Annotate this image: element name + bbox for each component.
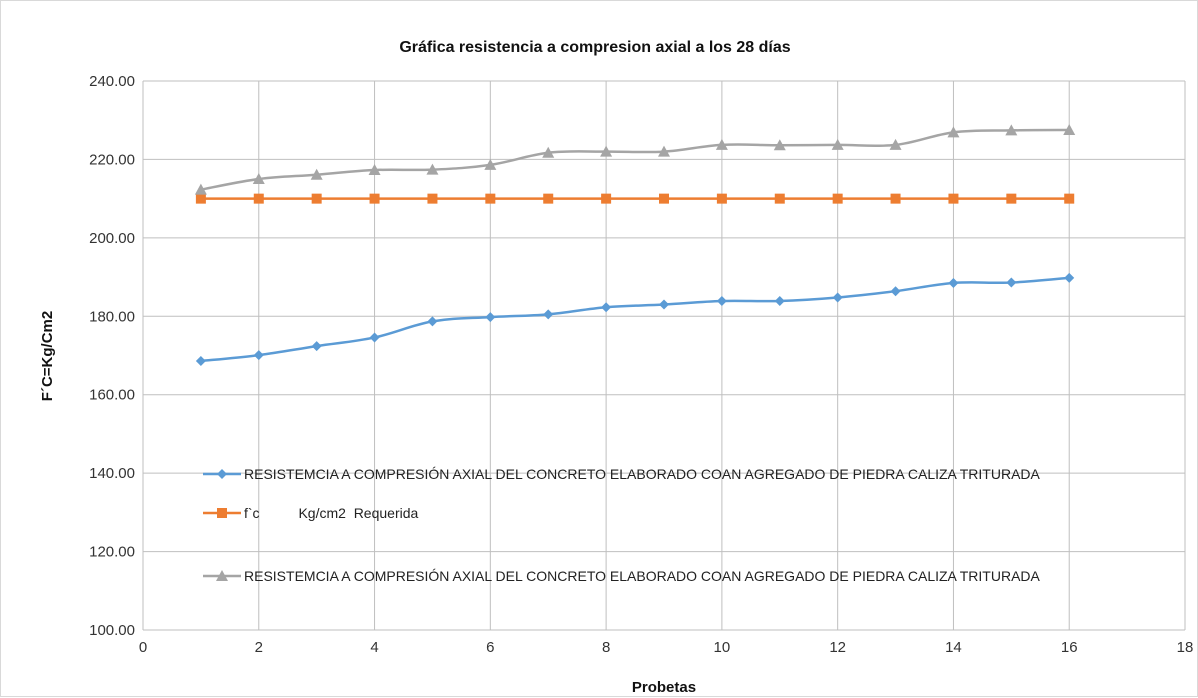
series-2-point — [1064, 193, 1075, 204]
x-tick-label: 6 — [486, 639, 494, 656]
series-1-point — [1006, 277, 1017, 288]
series-3-point — [889, 138, 902, 150]
series-2-point — [601, 193, 612, 204]
series-1 — [195, 272, 1075, 366]
y-tick-label: 160.00 — [89, 387, 135, 404]
series-3-point — [658, 145, 670, 157]
series-3-line — [200, 128, 1070, 191]
x-tick-label: 0 — [139, 639, 147, 656]
legend-label: f`c Kg/cm2 Requerida — [244, 505, 419, 521]
x-axis-label: Probetas — [632, 679, 696, 696]
series-3-point — [773, 139, 786, 151]
series-1-point — [716, 295, 727, 306]
series-1-point — [948, 277, 959, 288]
series-2-point — [195, 193, 206, 204]
series-1-point — [311, 341, 322, 352]
y-tick-label: 140.00 — [89, 465, 135, 482]
series-2-point — [832, 193, 843, 204]
series-1-point — [1064, 272, 1075, 283]
series-1-point — [543, 309, 554, 320]
series-2-point — [369, 193, 380, 204]
legend-label: RESISTEMCIA A COMPRESIÓN AXIAL DEL CONCR… — [244, 466, 1041, 482]
x-tick-label: 4 — [370, 639, 378, 656]
series-1-point — [253, 350, 264, 361]
series-2-point — [543, 193, 554, 204]
series-1-point — [369, 332, 380, 343]
series-3-point — [1005, 124, 1018, 136]
series-3-point — [1063, 124, 1076, 136]
series-1-point — [832, 292, 843, 303]
y-tick-label: 100.00 — [89, 622, 135, 639]
legend: RESISTEMCIA A COMPRESIÓN AXIAL DEL CONCR… — [203, 466, 1041, 584]
series-3-point — [600, 145, 613, 157]
axes: 100.00 120.00 140.00 160.00 180.00 200.00 220.… — [89, 73, 1193, 656]
y-tick-label: 200.00 — [89, 230, 135, 247]
series-1-point — [195, 355, 206, 366]
x-tick-label: 2 — [255, 639, 263, 656]
series-2-point — [1006, 193, 1017, 204]
y-tick-label: 120.00 — [89, 544, 135, 561]
x-tick-label: 14 — [945, 639, 962, 656]
x-tick-label: 10 — [714, 639, 731, 656]
series-2-point — [311, 193, 322, 204]
series-3 — [194, 124, 1076, 195]
series-3-point — [947, 126, 960, 138]
series-3-point — [715, 138, 728, 150]
series-layer — [194, 124, 1076, 366]
x-tick-label: 18 — [1177, 639, 1194, 656]
series-1-point — [774, 295, 785, 306]
series-2 — [195, 193, 1075, 204]
series-3-point — [252, 173, 265, 185]
series-1-point — [601, 302, 612, 313]
series-3-point — [310, 168, 323, 180]
legend-marker — [217, 508, 227, 518]
series-3-point — [831, 138, 844, 150]
series-1-point — [427, 316, 438, 327]
legend-marker — [216, 570, 228, 581]
x-tick-label: 8 — [602, 639, 610, 656]
legend-entry-3: RESISTEMCIA A COMPRESIÓN AXIAL DEL CONCR… — [203, 568, 1041, 584]
series-1-line — [200, 276, 1070, 363]
series-2-point — [716, 193, 727, 204]
chart-title: Gráfica resistencia a compresion axial a… — [399, 39, 790, 56]
series-1-point — [659, 299, 669, 310]
legend-marker — [217, 469, 227, 479]
series-1-point — [890, 286, 901, 297]
series-3-point — [194, 183, 207, 195]
series-2-point — [774, 193, 785, 204]
legend-label: RESISTEMCIA A COMPRESIÓN AXIAL DEL CONCR… — [244, 568, 1041, 584]
series-3-point — [542, 146, 555, 158]
series-1-point — [485, 312, 496, 323]
series-2-point — [890, 193, 901, 204]
x-tick-label: 12 — [829, 639, 846, 656]
y-tick-label: 240.00 — [89, 73, 135, 90]
series-2-point — [948, 193, 959, 204]
series-3-point — [484, 158, 497, 170]
y-axis-label: F´C=Kg/Cm2 — [39, 311, 56, 401]
y-tick-label: 180.00 — [89, 308, 135, 325]
legend-entry-1: RESISTEMCIA A COMPRESIÓN AXIAL DEL CONCR… — [203, 466, 1041, 482]
series-2-point — [427, 193, 438, 204]
x-tick-label: 16 — [1061, 639, 1078, 656]
y-tick-label: 220.00 — [89, 151, 135, 168]
series-2-point — [253, 193, 264, 204]
series-2-point — [485, 193, 496, 204]
series-3-point — [426, 163, 439, 175]
series-3-point — [368, 164, 381, 176]
series-2-point — [659, 193, 669, 204]
grid — [143, 80, 1186, 630]
legend-entry-2: f`c Kg/cm2 Requerida — [203, 505, 419, 521]
